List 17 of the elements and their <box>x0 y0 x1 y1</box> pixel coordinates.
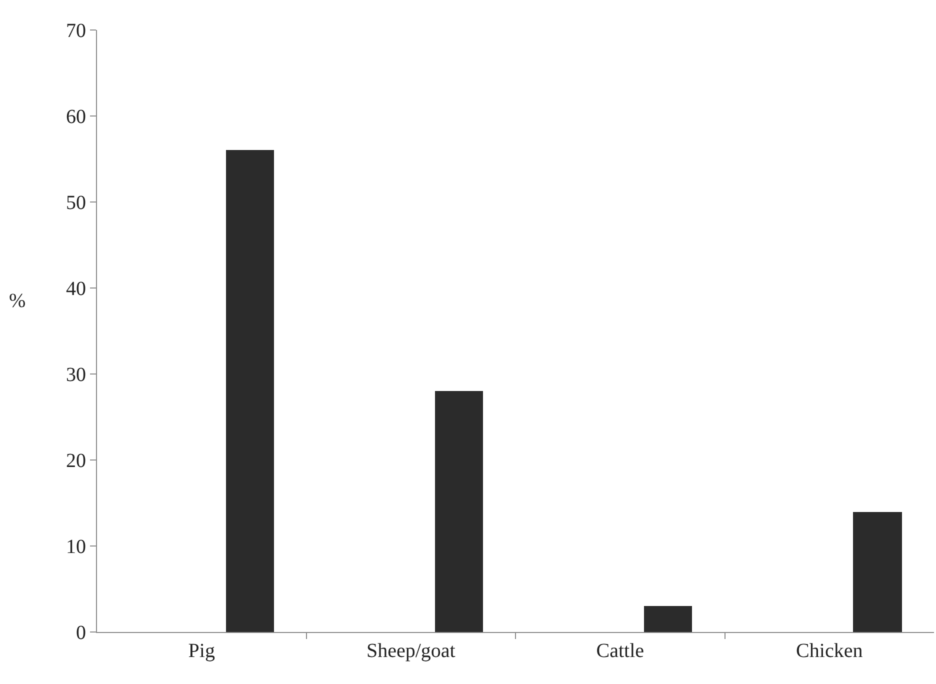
bar <box>226 150 274 632</box>
x-tick-label: Pig <box>188 640 215 662</box>
x-tick-label: Cattle <box>596 640 644 662</box>
y-tick-label: 30 <box>66 364 86 386</box>
y-tick-label: 40 <box>66 278 86 300</box>
y-axis-title: % <box>9 290 26 312</box>
x-tick-label: Chicken <box>796 640 863 662</box>
y-tick-label: 60 <box>66 106 86 128</box>
y-tick-label: 0 <box>76 622 86 644</box>
bar <box>644 606 692 632</box>
y-tick-label: 20 <box>66 450 86 472</box>
y-tick-label: 50 <box>66 192 86 214</box>
bar <box>853 512 902 632</box>
y-tick-label: 10 <box>66 536 86 558</box>
y-tick-label: 70 <box>66 20 86 42</box>
bar <box>435 391 483 632</box>
x-tick-label: Sheep/goat <box>366 640 456 662</box>
